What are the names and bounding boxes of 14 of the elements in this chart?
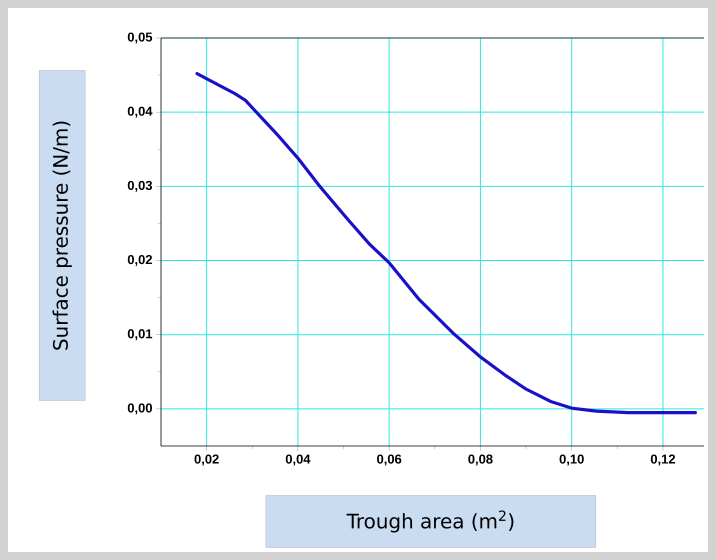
x-tick-label: 0,04 xyxy=(286,454,310,466)
y-tick-label: 0,02 xyxy=(128,255,152,266)
x-tick-label: 0,12 xyxy=(650,454,676,466)
y-tick-label: 0,00 xyxy=(128,403,152,414)
y-tick-label: 0,03 xyxy=(128,180,152,192)
x-tick-label: 0,02 xyxy=(194,454,219,466)
y-tick-label: 0,04 xyxy=(128,106,152,118)
x-tick-label: 0,06 xyxy=(377,454,402,466)
y-axis-title: Surface pressure (N/m) xyxy=(52,122,72,350)
x-tick-label: 0,08 xyxy=(468,454,493,466)
y-tick-label: 0,05 xyxy=(128,32,152,44)
x-tick-label: 0,10 xyxy=(560,454,584,466)
y-tick-label: 0,01 xyxy=(128,329,152,340)
x-axis-title: Trough area (m$^{2}$) xyxy=(346,510,514,532)
